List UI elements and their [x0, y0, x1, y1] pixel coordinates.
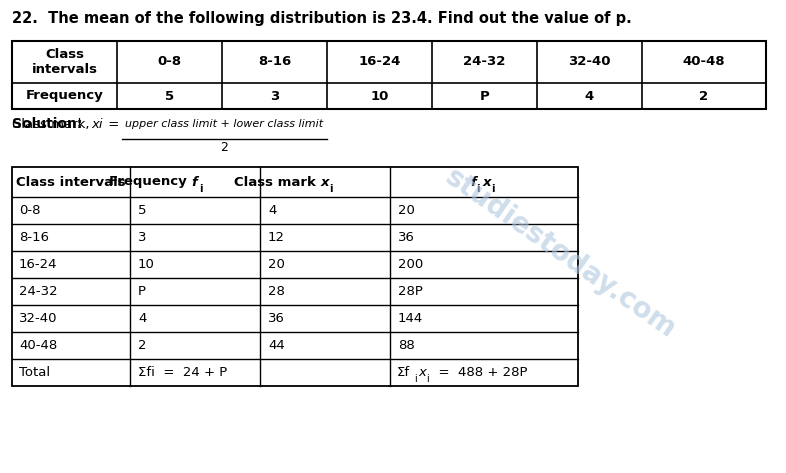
Text: 32-40: 32-40: [19, 312, 57, 325]
Text: x: x: [418, 366, 426, 379]
Text: Solution:: Solution:: [12, 117, 83, 131]
Text: Σfi  =  24 + P: Σfi = 24 + P: [138, 366, 227, 379]
Text: =: =: [104, 118, 123, 131]
Text: 24-32: 24-32: [463, 55, 505, 69]
Text: 3: 3: [270, 89, 279, 103]
Text: 200: 200: [398, 258, 423, 271]
Text: P: P: [479, 89, 490, 103]
Text: 44: 44: [268, 339, 285, 352]
Text: 0-8: 0-8: [157, 55, 182, 69]
Text: 4: 4: [138, 312, 146, 325]
Text: 10: 10: [370, 89, 389, 103]
Text: upper class limit + lower class limit: upper class limit + lower class limit: [126, 119, 324, 129]
Text: 2: 2: [700, 89, 708, 103]
Text: i: i: [491, 184, 494, 194]
Bar: [12, 41, 766, 109]
Text: 24-32: 24-32: [19, 285, 57, 298]
Text: Class intervals: Class intervals: [17, 175, 126, 189]
Text: i: i: [199, 184, 203, 194]
Text: 40-48: 40-48: [19, 339, 57, 352]
Text: 5: 5: [138, 204, 146, 217]
Text: 16-24: 16-24: [19, 258, 57, 271]
Text: i: i: [329, 184, 332, 194]
Text: =  488 + 28P: = 488 + 28P: [430, 366, 527, 379]
Text: Class mark: Class mark: [234, 175, 321, 189]
Text: 28: 28: [268, 285, 285, 298]
Text: Frequency: Frequency: [26, 89, 104, 103]
Text: f: f: [470, 175, 476, 189]
Text: i: i: [426, 375, 428, 385]
Text: 22.  The mean of the following distribution is 23.4. Find out the value of p.: 22. The mean of the following distributi…: [12, 11, 632, 26]
Text: Total: Total: [19, 366, 50, 379]
Text: 2: 2: [138, 339, 146, 352]
Text: 8-16: 8-16: [258, 55, 291, 69]
Text: 144: 144: [398, 312, 423, 325]
Text: i: i: [476, 184, 479, 194]
Text: x: x: [483, 175, 491, 189]
Text: 0-8: 0-8: [19, 204, 41, 217]
Text: 12: 12: [268, 231, 285, 244]
Text: xi: xi: [91, 118, 102, 131]
Text: 3: 3: [138, 231, 146, 244]
Text: 2: 2: [221, 141, 229, 154]
Text: 4: 4: [268, 204, 277, 217]
Text: 20: 20: [398, 204, 415, 217]
Text: 40-48: 40-48: [683, 55, 725, 69]
Text: Class mark,: Class mark,: [12, 118, 94, 131]
Text: 88: 88: [398, 339, 415, 352]
Text: 4: 4: [585, 89, 594, 103]
Bar: [12, 167, 578, 386]
Text: i: i: [414, 375, 417, 385]
Text: 5: 5: [165, 89, 174, 103]
Text: 32-40: 32-40: [568, 55, 611, 69]
Text: Class: Class: [45, 49, 84, 61]
Text: 16-24: 16-24: [358, 55, 401, 69]
Text: intervals: intervals: [31, 63, 97, 77]
Text: 20: 20: [268, 258, 285, 271]
Text: 28P: 28P: [398, 285, 423, 298]
Text: 8-16: 8-16: [19, 231, 49, 244]
Text: 36: 36: [268, 312, 285, 325]
Text: x: x: [321, 175, 329, 189]
Text: 10: 10: [138, 258, 155, 271]
Text: f: f: [191, 175, 196, 189]
Text: 36: 36: [398, 231, 415, 244]
Text: P: P: [138, 285, 146, 298]
Text: Σf: Σf: [397, 366, 410, 379]
Text: studiestoday.com: studiestoday.com: [439, 163, 681, 343]
Text: Frequency: Frequency: [108, 175, 191, 189]
